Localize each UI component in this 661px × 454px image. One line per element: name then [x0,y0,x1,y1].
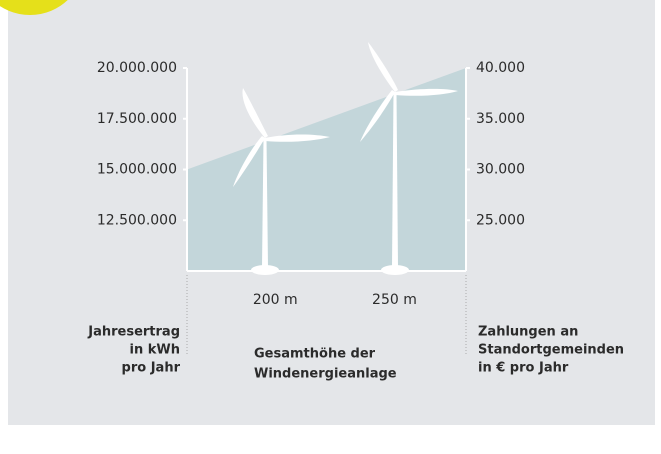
x-tick-label: 250 m [372,292,417,308]
y-axis-label: in kWh [130,343,180,358]
page: {"chart_data": {"type": "area", "x": [16… [0,0,661,450]
x-axis-label: Gesamthöhe der [254,347,376,362]
y2-axis-label: Zahlungen an [478,325,578,340]
y-axis-label: Jahresertrag [87,325,180,340]
chart: 12.500.000 15.000.000 17.500.000 20.000.000… [0,0,661,450]
y2-axis-label: Standortgemeinden [478,343,624,358]
y2-axis-label: in € pro Jahr [478,361,569,376]
y-tick-label: 17.500.000 [97,111,177,127]
y2-tick-label: 40.000 [476,60,525,76]
x-tick-label: 200 m [253,292,298,308]
y-tick-label: 20.000.000 [97,60,177,76]
x-axis-label: Windenergieanlage [254,367,397,382]
y2-tick-label: 30.000 [476,162,525,178]
y2-tick-label: 25.000 [476,212,525,228]
y2-tick-label: 35.000 [476,111,525,127]
y-axis-label: pro Jahr [122,361,181,376]
y-tick-label: 12.500.000 [97,212,177,228]
y-tick-label: 15.000.000 [97,162,177,178]
